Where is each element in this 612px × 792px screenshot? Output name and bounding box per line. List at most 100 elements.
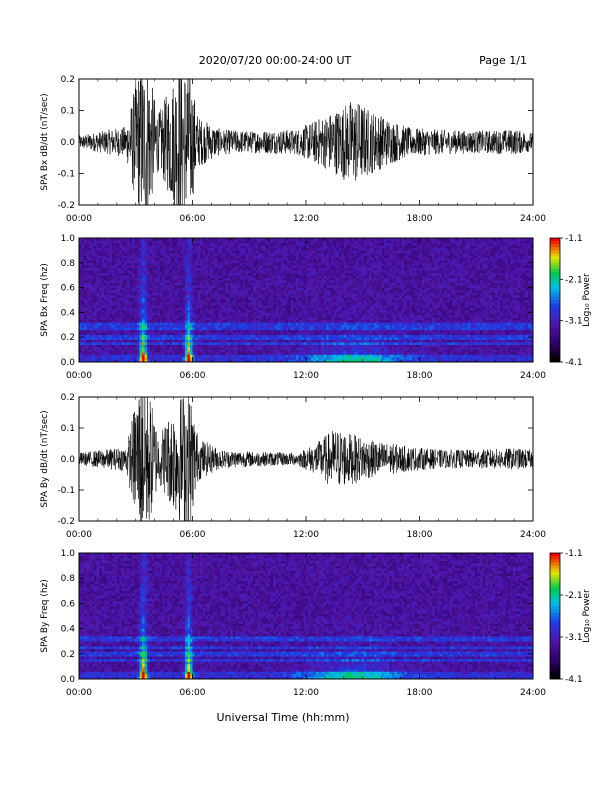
spectrogram-cell [306,354,309,358]
spectrogram-cell [232,319,236,323]
spectrogram-cell [217,295,221,298]
spectrogram-cell [164,322,168,326]
spectrogram-cell [106,307,110,311]
spectrogram-cell [111,272,115,276]
spectrogram-cell [109,245,113,249]
spectrogram-cell [94,275,97,278]
spectrogram-cell [308,347,312,350]
spectrogram-cell [179,265,183,269]
spectrogram-cell [184,257,188,261]
spectrogram-cell [278,324,282,328]
spectrogram-cell [273,267,277,271]
spectrogram-cell [270,270,274,274]
spectrogram-cell [295,290,299,293]
spectrogram-cell [144,359,148,363]
spectrogram-cell [121,347,125,350]
spectrogram-cell [270,322,274,326]
spectrogram-cell [81,357,85,360]
spectrogram-cell [220,337,224,340]
spectrogram-cell [217,314,221,318]
spectrogram-cell [298,322,302,326]
spectrogram-cell [300,247,304,251]
spectrogram-cell [121,300,125,303]
spectrogram-cell [139,257,143,261]
spectrogram-cell [152,240,155,244]
spectrogram-cell [159,337,163,340]
spectrogram-cell [212,245,216,249]
spectrogram-cell [106,302,110,306]
spectrogram-cell [116,319,120,323]
spectrogram-cell [184,292,188,296]
spectrogram-cell [157,317,161,321]
spectrogram-cell [164,292,168,296]
spectrogram-cell [321,312,324,316]
spectrogram-cell [278,354,282,358]
spectrogram-cell [242,247,246,251]
spectrogram-cell [104,337,108,340]
spectrogram-cell [270,319,274,323]
spectrogram-cell [81,337,85,340]
spectrogram-cell [275,349,279,353]
spectrogram-cell [316,250,319,254]
spectrogram-cell [235,339,239,343]
spectrogram-cell [116,354,120,358]
spectrogram-cell [134,247,138,251]
spectrogram-cell [321,255,324,259]
spectrogram-cell [134,300,138,303]
spectrogram-cell [177,287,181,291]
spectrogram-cell [86,324,90,328]
spectrogram-cell [137,272,140,276]
panels: 00:00 06:00 12:00 18:00 24:00-0.2-0.10.00.10… [40,75,592,698]
spectrogram-cell [300,337,304,340]
spectrogram-cell [91,257,95,261]
spectrogram-cell [318,270,322,274]
spectrogram-cell [323,250,327,254]
spectrogram-cell [152,342,155,345]
spectrogram-cell [154,329,158,333]
spectrogram-cell [230,309,234,313]
spectrogram-cell [240,347,244,350]
spectrogram-cell [144,352,148,355]
spectrogram-cell [293,252,297,256]
spectrogram-cell [285,354,289,358]
spectrogram-cell [167,319,171,323]
spectrogram-cell [258,322,261,326]
spectrogram-cell [323,280,327,283]
spectrogram-cell [278,302,282,306]
page-indicator: Page 1/1 [479,54,527,67]
spectrogram-cell [169,357,173,360]
spectrogram-cell [323,309,327,313]
spectrogram-cell [162,275,166,278]
spectrogram-cell [283,255,287,259]
spectrogram-cell [293,359,297,363]
spectrogram-cell [154,297,158,301]
spectrogram-cell [89,309,92,313]
spectrogram-cell [253,238,256,241]
spectrogram-cell [109,314,113,318]
spectrogram-cell [144,307,148,311]
spectrogram-cell [114,252,118,256]
spectrogram-cell [111,240,115,244]
spectrogram-cell [270,255,274,259]
spectrogram-cell [235,307,239,311]
spectrogram-cell [318,257,322,261]
spectrogram-cell [270,327,274,331]
spectrogram-cell [253,292,256,296]
spectrogram-cell [149,277,153,281]
spectrogram-cell [207,292,211,296]
spectrogram-cell [86,300,90,303]
spectrogram-cell [295,240,299,244]
spectrogram-cell [303,300,307,303]
spectrogram-cell [91,312,95,316]
spectrogram-cell [202,339,206,343]
spectrogram-cell [137,265,140,269]
spectrogram-cell [321,250,324,254]
spectrogram-cell [300,314,304,318]
spectrogram-cell [157,240,161,244]
spectrogram-cell [227,260,231,264]
spectrogram-cell [285,272,289,276]
spectrogram-cell [172,352,176,355]
spectrogram-cell [220,247,224,251]
spectrogram-cell [137,297,140,301]
